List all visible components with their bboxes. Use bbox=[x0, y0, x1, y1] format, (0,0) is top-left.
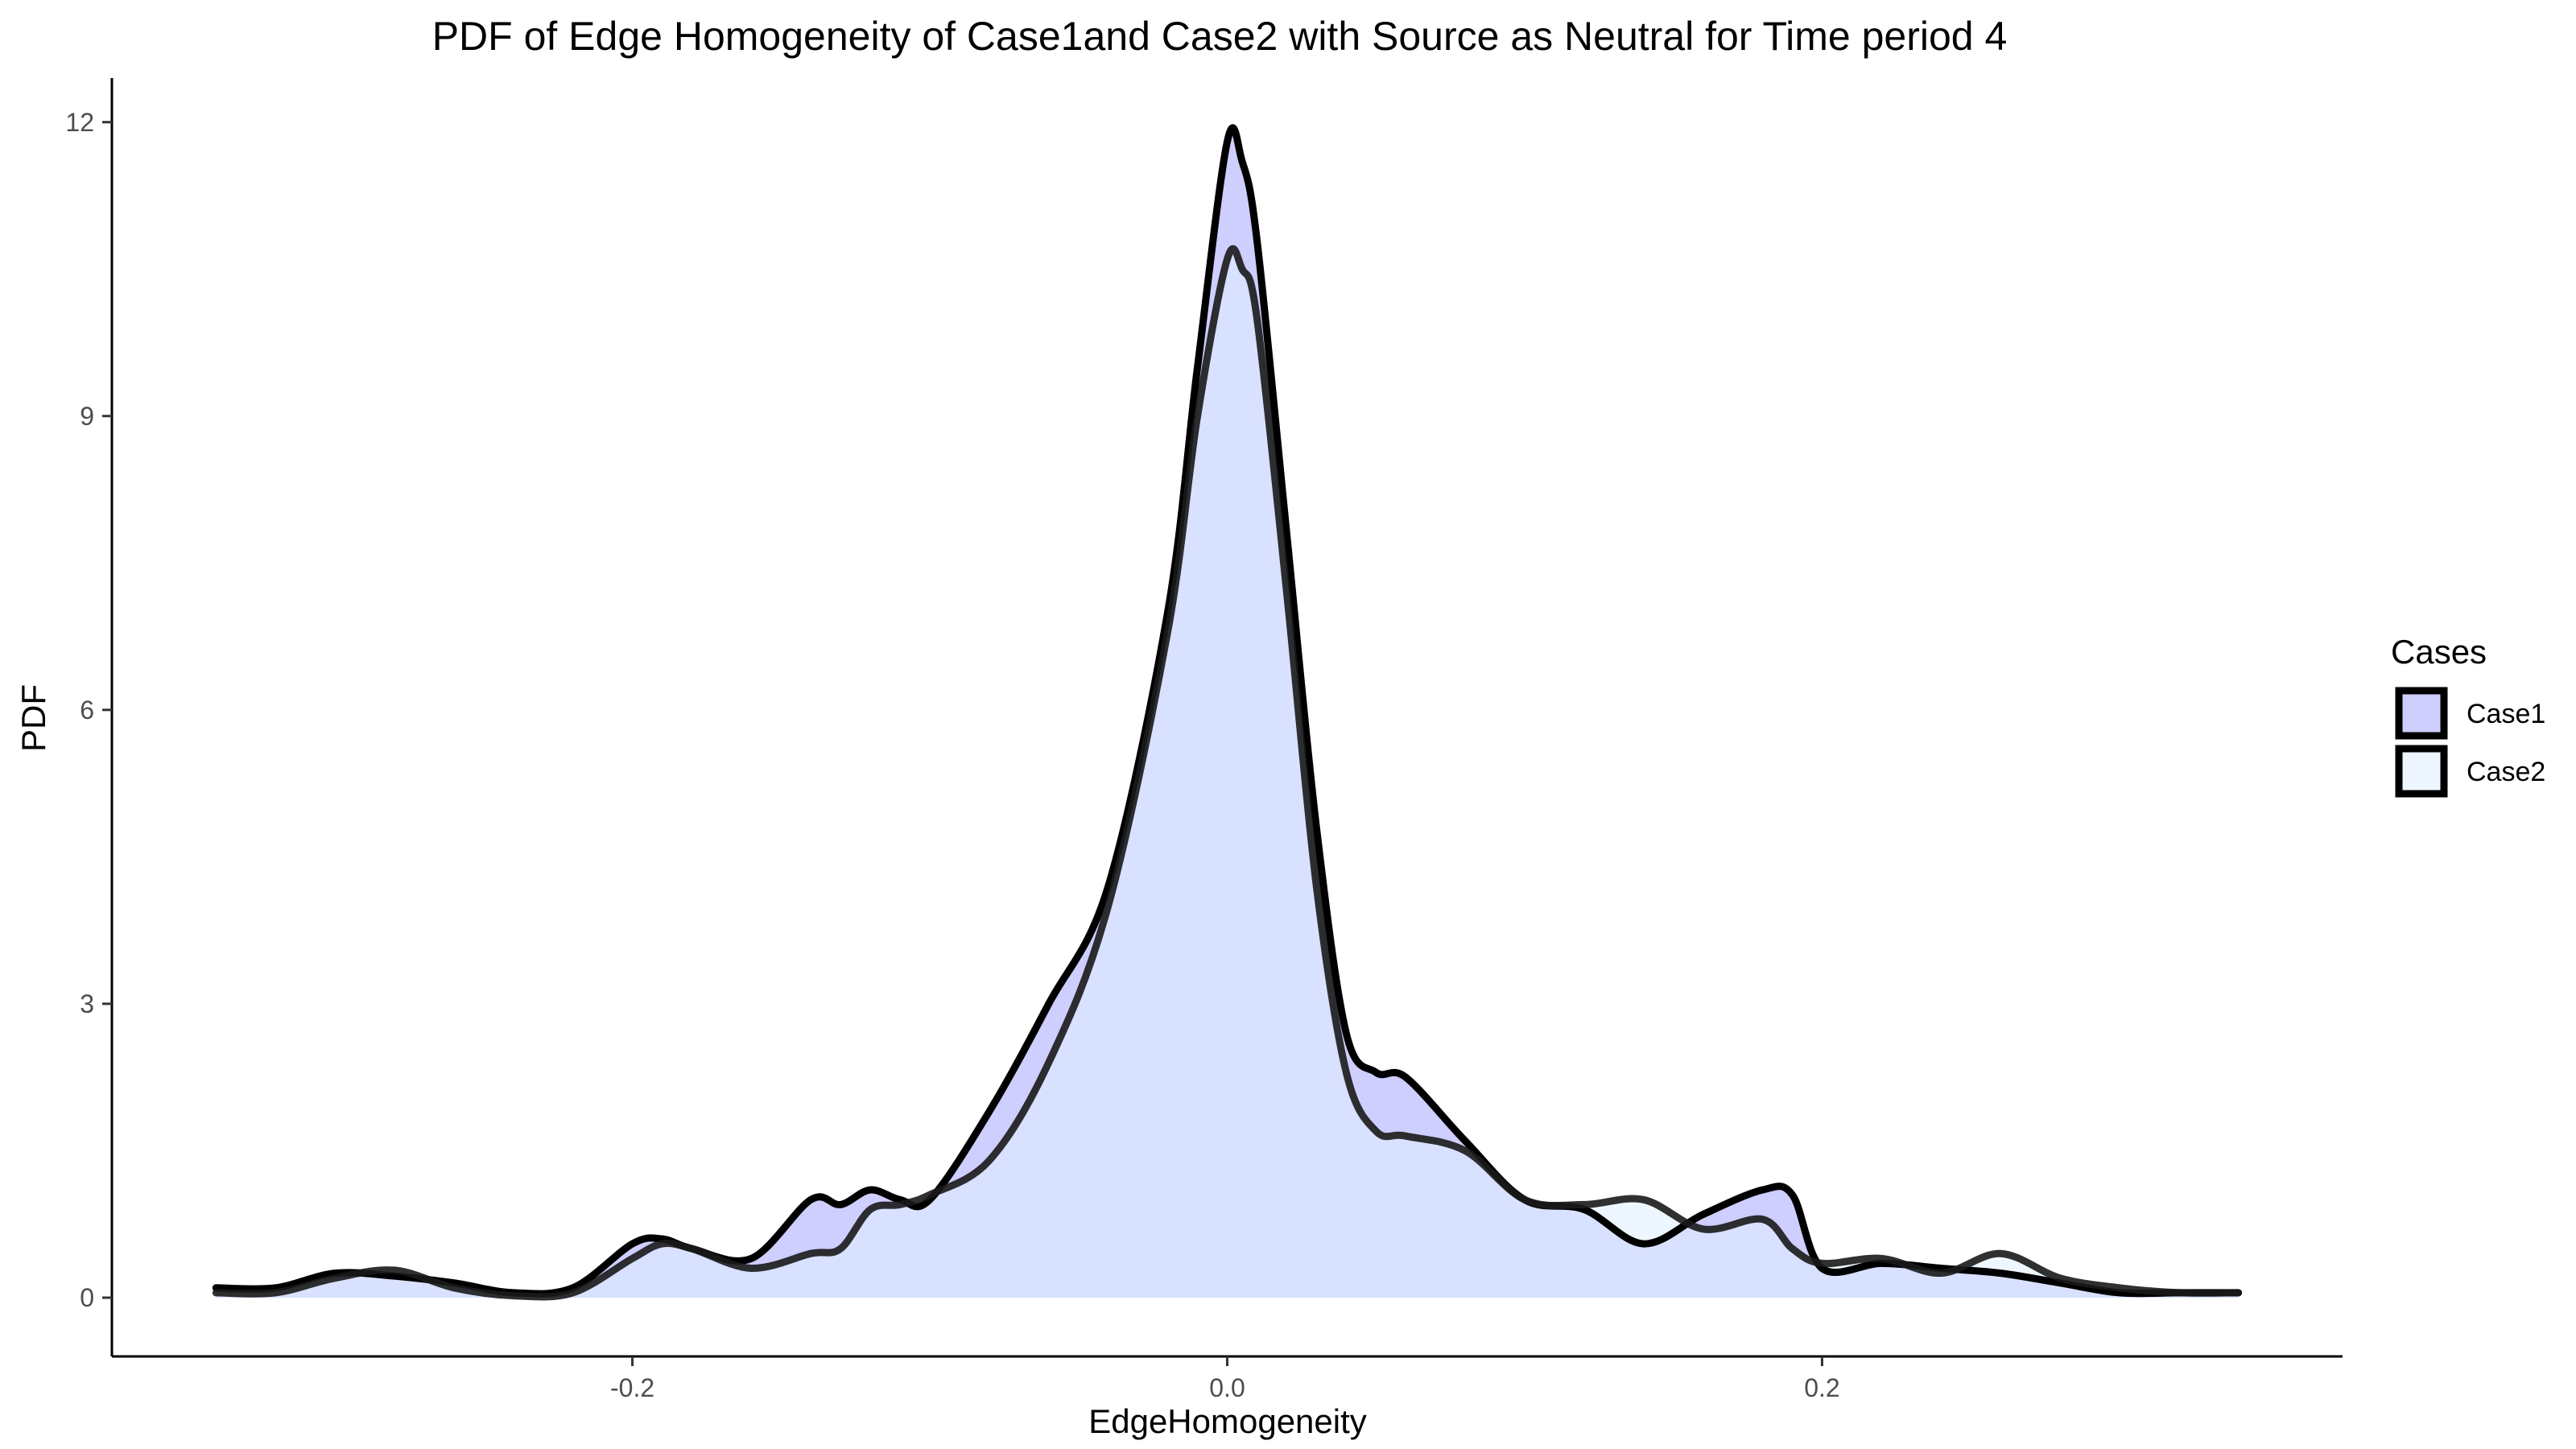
density-line-case2 bbox=[212, 245, 2243, 1301]
x-tick-label: -0.2 bbox=[610, 1373, 654, 1402]
legend-title: Cases bbox=[2391, 633, 2487, 671]
y-axis-title: PDF bbox=[14, 684, 52, 752]
y-tick-label: 12 bbox=[65, 108, 94, 137]
y-tick-label: 3 bbox=[80, 989, 94, 1018]
y-tick-label: 9 bbox=[80, 402, 94, 431]
legend-key-case1 bbox=[2395, 687, 2448, 740]
density-area-case2 bbox=[216, 249, 2239, 1298]
y-ticks: 0 3 6 9 12 bbox=[65, 108, 112, 1312]
legend-items: Case1 Case2 bbox=[2395, 687, 2545, 798]
legend-key-case2 bbox=[2395, 745, 2448, 798]
y-tick-label: 0 bbox=[80, 1283, 94, 1312]
legend-label-case1: Case1 bbox=[2467, 699, 2545, 729]
x-tick-label: 0.0 bbox=[1209, 1373, 1245, 1402]
plot-lines bbox=[212, 124, 2243, 1301]
legend-label-case2: Case2 bbox=[2467, 757, 2545, 787]
plot-areas bbox=[216, 127, 2239, 1298]
legend: Cases Case1 Case2 bbox=[2391, 633, 2545, 798]
x-ticks: -0.2 0.0 0.2 bbox=[610, 1356, 1840, 1402]
x-tick-label: 0.2 bbox=[1804, 1373, 1839, 1402]
x-axis-title: EdgeHomogeneity bbox=[1088, 1402, 1367, 1440]
chart-title: PDF of Edge Homogeneity of Case1and Case… bbox=[432, 14, 2008, 59]
y-tick-label: 6 bbox=[80, 696, 94, 724]
